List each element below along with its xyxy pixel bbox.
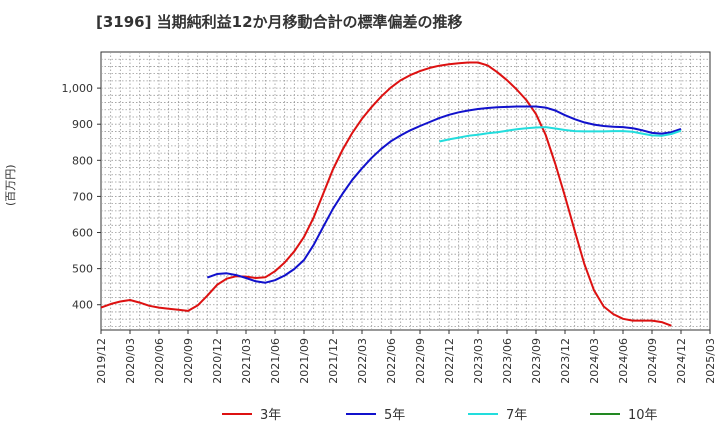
x-tick-label: 2023/12	[559, 338, 572, 384]
x-tick-label: 2024/12	[675, 338, 688, 384]
x-tick-label: 2021/03	[240, 338, 253, 384]
series-line-1	[100, 61, 672, 327]
y-tick-label: 900	[72, 118, 93, 131]
x-tick-label: 2023/06	[501, 338, 514, 384]
y-tick-label: 1,000	[62, 82, 94, 95]
x-tick-label: 2020/06	[153, 338, 166, 384]
x-tick-label: 2019/12	[95, 338, 108, 384]
y-tick-label: 400	[72, 299, 93, 312]
x-tick-label: 2024/03	[588, 338, 601, 384]
legend-label-1: 3年	[260, 408, 281, 423]
x-tick-label: 2024/06	[617, 338, 630, 384]
legend-label-3: 7年	[506, 408, 527, 423]
legend-label-4: 10年	[628, 408, 658, 423]
x-tick-label: 2021/06	[269, 338, 282, 384]
x-tick-label: 2022/03	[356, 338, 369, 384]
x-tick-label: 2020/03	[124, 338, 137, 384]
x-tick-label: 2020/09	[182, 338, 195, 384]
x-tick-label: 2023/09	[530, 338, 543, 384]
series-line-3	[439, 126, 682, 143]
x-tick-label: 2025/03	[704, 338, 717, 384]
y-tick-label: 700	[72, 190, 93, 203]
y-tick-label: 800	[72, 154, 93, 167]
x-tick-label: 2022/06	[385, 338, 398, 384]
y-tick-label: 600	[72, 227, 93, 240]
plot-area	[100, 51, 711, 331]
x-tick-label: 2021/09	[298, 338, 311, 384]
legend-label-2: 5年	[384, 408, 405, 423]
series-line-2	[206, 105, 682, 284]
x-tick-label: 2022/09	[414, 338, 427, 384]
x-tick-label: 2023/03	[472, 338, 485, 384]
y-tick-label: 500	[72, 263, 93, 276]
chart-title: [3196] 当期純利益12か月移動合計の標準偏差の推移	[96, 13, 463, 31]
x-tick-label: 2021/12	[327, 338, 340, 384]
x-tick-label: 2024/09	[646, 338, 659, 384]
x-tick-label: 2020/12	[211, 338, 224, 384]
x-tick-label: 2022/12	[443, 338, 456, 384]
